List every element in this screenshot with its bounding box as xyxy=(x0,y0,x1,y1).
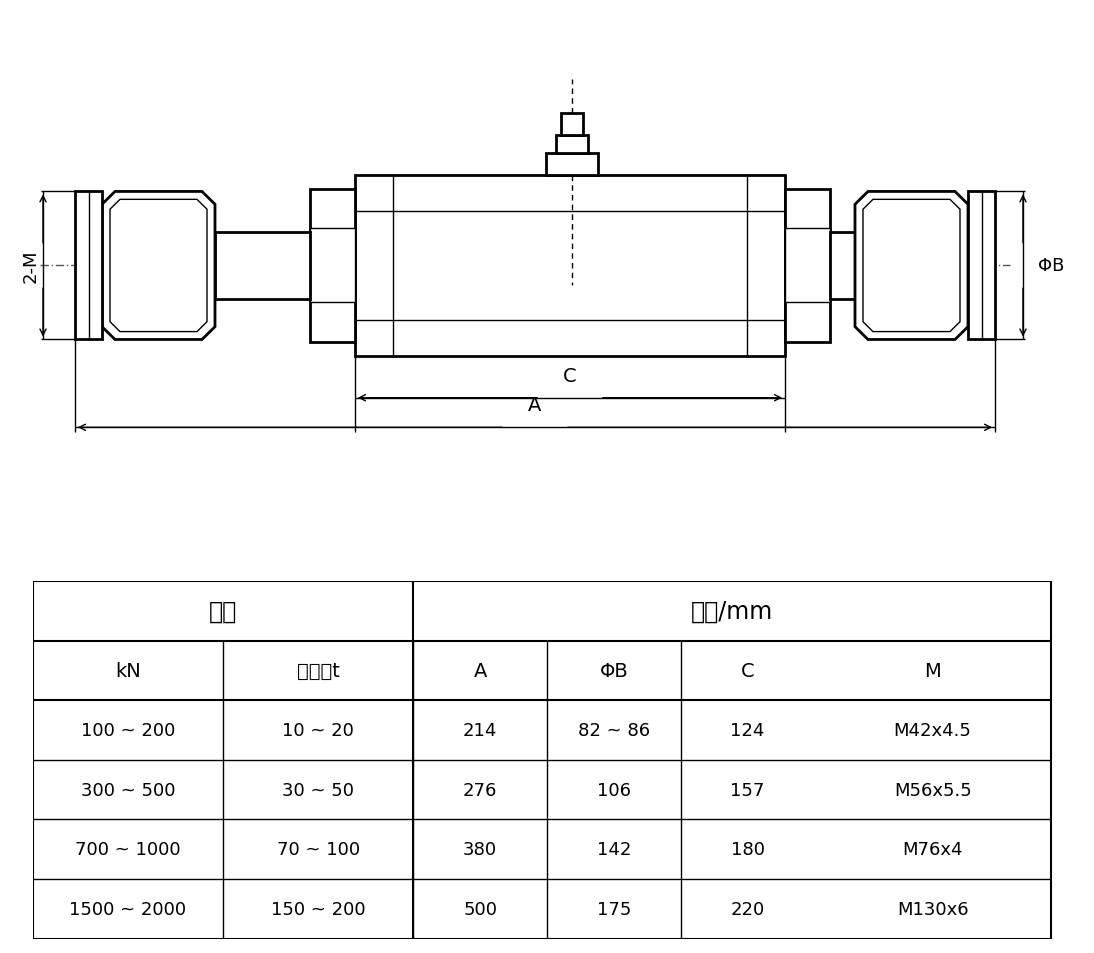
Bar xyxy=(785,230,830,303)
Text: 量程: 量程 xyxy=(209,599,237,623)
Text: 相当于t: 相当于t xyxy=(296,661,339,680)
Text: 100 ~ 200: 100 ~ 200 xyxy=(81,721,175,740)
Text: 150 ~ 200: 150 ~ 200 xyxy=(271,900,365,918)
Bar xyxy=(556,136,587,153)
Bar xyxy=(968,193,996,340)
Bar xyxy=(561,114,583,136)
Text: 214: 214 xyxy=(463,721,498,740)
Text: C: C xyxy=(563,367,577,385)
Bar xyxy=(354,175,785,356)
Bar xyxy=(310,230,354,303)
Bar xyxy=(310,190,354,342)
Polygon shape xyxy=(102,193,216,340)
Text: 380: 380 xyxy=(463,841,497,859)
Text: 180: 180 xyxy=(731,841,765,859)
Polygon shape xyxy=(856,193,968,340)
Text: 70 ~ 100: 70 ~ 100 xyxy=(277,841,360,859)
Text: 142: 142 xyxy=(596,841,631,859)
Text: kN: kN xyxy=(115,661,141,680)
Text: C: C xyxy=(741,661,755,680)
Polygon shape xyxy=(863,200,961,333)
Text: A: A xyxy=(474,661,487,680)
Text: M76x4: M76x4 xyxy=(903,841,963,859)
Bar xyxy=(216,233,310,299)
Text: 2-M: 2-M xyxy=(22,250,40,283)
Text: 220: 220 xyxy=(731,900,765,918)
Bar xyxy=(546,153,598,175)
Text: ΦB: ΦB xyxy=(1038,257,1064,275)
Text: ΦB: ΦB xyxy=(600,661,628,680)
Text: 500: 500 xyxy=(463,900,497,918)
Bar xyxy=(75,193,102,340)
Text: 30 ~ 50: 30 ~ 50 xyxy=(282,781,354,799)
Text: A: A xyxy=(528,396,542,416)
Text: 1500 ~ 2000: 1500 ~ 2000 xyxy=(69,900,186,918)
Text: M130x6: M130x6 xyxy=(897,900,968,918)
Text: 尺寸/mm: 尺寸/mm xyxy=(691,599,773,623)
Polygon shape xyxy=(110,200,207,333)
Text: M56x5.5: M56x5.5 xyxy=(894,781,971,799)
Text: 124: 124 xyxy=(731,721,765,740)
Text: 10 ~ 20: 10 ~ 20 xyxy=(282,721,354,740)
Text: 300 ~ 500: 300 ~ 500 xyxy=(81,781,175,799)
Bar xyxy=(785,190,830,342)
Text: 175: 175 xyxy=(596,900,631,918)
Bar xyxy=(830,233,856,299)
Text: 157: 157 xyxy=(731,781,765,799)
Text: M42x4.5: M42x4.5 xyxy=(894,721,971,740)
Text: 700 ~ 1000: 700 ~ 1000 xyxy=(75,841,181,859)
Text: 276: 276 xyxy=(463,781,498,799)
Text: 106: 106 xyxy=(597,781,631,799)
Text: 82 ~ 86: 82 ~ 86 xyxy=(578,721,650,740)
Text: M: M xyxy=(924,661,941,680)
